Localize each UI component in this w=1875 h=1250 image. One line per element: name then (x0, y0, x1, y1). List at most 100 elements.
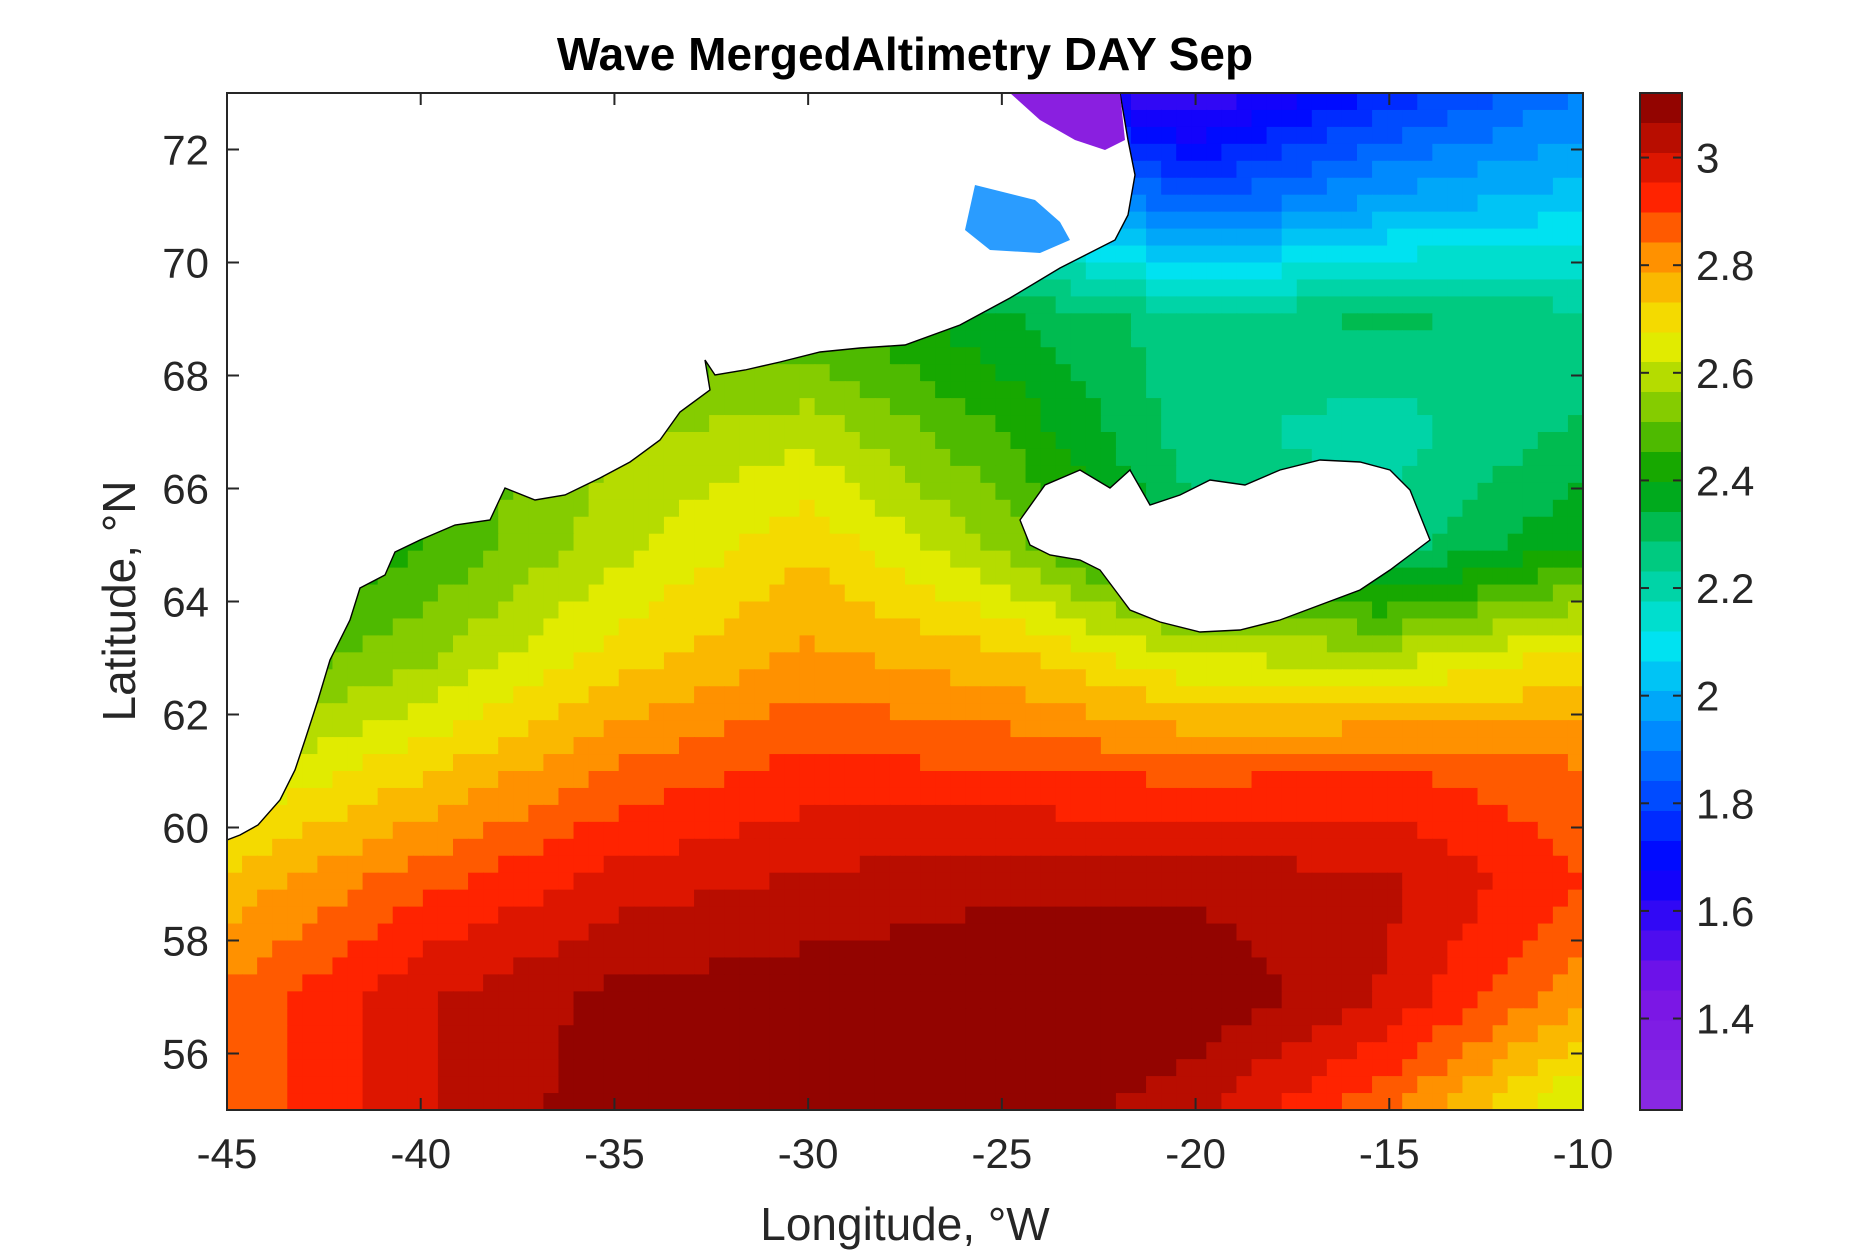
field-cell (1236, 737, 1253, 755)
field-cell (1402, 93, 1419, 111)
field-cell (1462, 347, 1479, 365)
field-cell (1206, 126, 1223, 145)
field-cell (1281, 669, 1298, 688)
field-cell (1477, 703, 1494, 721)
field-cell (1387, 584, 1403, 603)
field-cell (377, 906, 394, 925)
field-cell (543, 991, 560, 1010)
field-cell (1522, 601, 1539, 620)
field-cell (347, 957, 364, 976)
field-cell (1100, 279, 1117, 298)
field-cell (844, 821, 861, 840)
field-cell (1040, 872, 1057, 891)
field-cell (739, 771, 756, 789)
field-cell (1326, 177, 1343, 196)
field-cell (1477, 296, 1494, 315)
field-cell (1341, 415, 1358, 433)
field-cell (1357, 974, 1373, 993)
field-cell (1206, 313, 1223, 332)
field-cell (1447, 347, 1464, 365)
field-cell (437, 737, 454, 755)
field-cell (1191, 957, 1208, 976)
field-cell (1311, 381, 1328, 399)
field-cell (769, 754, 786, 772)
field-cell (1507, 381, 1524, 399)
field-cell (603, 618, 620, 637)
field-cell (679, 940, 695, 959)
field-cell (573, 618, 590, 637)
field-cell (392, 737, 409, 755)
field-cell (618, 1008, 635, 1027)
field-cell (1070, 364, 1087, 382)
field-cell (1311, 364, 1328, 382)
field-cell (1507, 432, 1524, 450)
field-cell (1236, 415, 1253, 433)
field-cell (1251, 194, 1268, 213)
field-cell (1357, 821, 1373, 840)
field-cell (874, 669, 891, 688)
field-cell (1266, 432, 1283, 450)
field-cell (558, 516, 575, 535)
field-cell (543, 516, 560, 535)
field-cell (754, 940, 771, 959)
field-cell (1221, 872, 1238, 891)
field-cell (814, 364, 831, 382)
field-cell (437, 787, 454, 806)
field-cell (227, 991, 243, 1010)
field-cell (573, 533, 590, 552)
field-cell (618, 635, 635, 654)
field-cell (1161, 448, 1177, 467)
field-cell (1146, 126, 1162, 145)
field-cell (392, 1008, 409, 1027)
field-cell (663, 550, 680, 569)
field-cell (694, 1025, 710, 1043)
field-cell (347, 754, 364, 772)
field-cell (679, 584, 695, 603)
field-cell (332, 906, 349, 925)
field-cell (980, 330, 997, 349)
field-cell (1191, 415, 1208, 433)
field-cell (287, 1008, 304, 1027)
field-cell (498, 618, 515, 637)
field-cell (377, 584, 394, 603)
field-cell (528, 940, 545, 959)
field-cell (679, 448, 695, 467)
field-cell (633, 584, 650, 603)
field-cell (1522, 889, 1539, 908)
field-cell (679, 567, 695, 586)
field-cell (287, 974, 304, 993)
field-cell (1341, 279, 1358, 298)
field-cell (739, 669, 756, 688)
field-cell (1402, 211, 1419, 230)
field-cell (1462, 737, 1479, 755)
field-cell (1477, 720, 1494, 738)
field-cell (1070, 838, 1087, 857)
field-cell (377, 601, 394, 620)
field-cell (1191, 279, 1208, 298)
field-cell (1432, 737, 1449, 755)
field-cell (1251, 754, 1268, 772)
field-cell (1492, 974, 1509, 993)
field-cell (1417, 262, 1434, 281)
field-cell (1447, 415, 1464, 433)
field-cell (377, 737, 394, 755)
field-cell (905, 652, 921, 671)
field-cell (1311, 347, 1328, 365)
field-cell (588, 991, 605, 1010)
field-cell (422, 550, 439, 569)
field-cell (874, 855, 891, 874)
field-cell (784, 991, 801, 1010)
field-cell (513, 601, 530, 620)
field-cell (1567, 567, 1583, 586)
field-cell (543, 686, 560, 704)
field-cell (874, 499, 891, 518)
field-cell (724, 415, 741, 433)
field-cell (332, 652, 349, 671)
field-cell (679, 669, 695, 688)
field-cell (287, 906, 304, 925)
field-cell (874, 482, 891, 501)
field-cell (769, 516, 786, 535)
field-cell (679, 771, 695, 789)
field-cell (844, 686, 861, 704)
field-cell (1341, 313, 1358, 332)
